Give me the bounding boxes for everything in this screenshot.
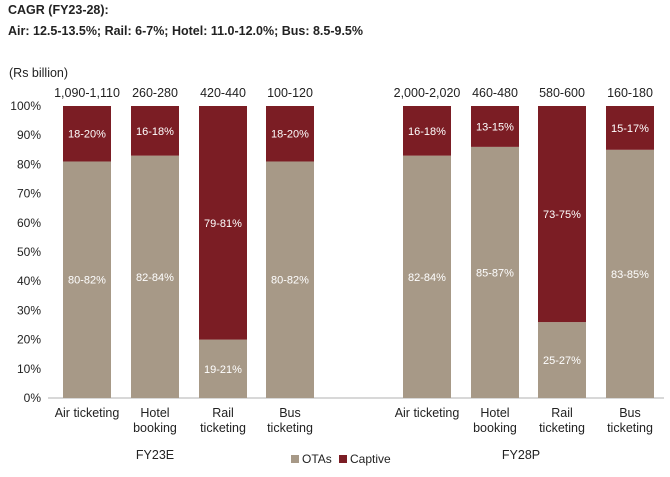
bar-segment-otas [63, 161, 111, 398]
x-category-label: Rail [212, 406, 234, 420]
y-tick-label: 70% [17, 187, 41, 201]
legend-otas-label: OTAs [302, 452, 332, 466]
bar-segment-otas [403, 155, 451, 398]
bar-segment-otas [538, 322, 586, 398]
captive-share-label: 18-20% [68, 129, 106, 141]
x-category-label: Rail [551, 406, 573, 420]
y-tick-label: 50% [17, 245, 41, 259]
x-category-label: Hotel [480, 406, 509, 420]
x-category-label: ticketing [607, 421, 653, 435]
y-tick-label: 80% [17, 157, 41, 171]
x-category-label: booking [473, 421, 517, 435]
group-label: FY28P [502, 448, 540, 462]
y-tick-label: 10% [17, 362, 41, 376]
bar-segment-captive [471, 106, 519, 147]
legend-captive-swatch [339, 455, 347, 463]
otas-share-label: 25-27% [543, 355, 581, 367]
otas-share-label: 80-82% [271, 275, 309, 287]
y-tick-label: 100% [10, 99, 41, 113]
y-tick-label: 90% [17, 128, 41, 142]
otas-share-label: 85-87% [476, 267, 514, 279]
y-tick-label: 60% [17, 216, 41, 230]
bar-total-label: 420-440 [200, 86, 246, 100]
otas-share-label: 83-85% [611, 269, 649, 281]
bar-segment-captive [63, 106, 111, 162]
otas-share-label: 80-82% [68, 275, 106, 287]
x-category-label: Bus [279, 406, 301, 420]
captive-share-label: 73-75% [543, 209, 581, 221]
bar-total-label: 460-480 [472, 86, 518, 100]
x-category-label: Hotel [140, 406, 169, 420]
bar-segment-captive [403, 106, 451, 156]
otas-share-label: 82-84% [408, 272, 446, 284]
group-label: FY23E [136, 448, 174, 462]
legend-otas-swatch [291, 455, 299, 463]
captive-share-label: 16-18% [408, 126, 446, 138]
x-category-label: Air ticketing [395, 406, 460, 420]
chart-subtitle: Air: 12.5-13.5%; Rail: 6-7%; Hotel: 11.0… [8, 24, 363, 38]
bar-segment-captive [266, 106, 314, 162]
bar-total-label: 260-280 [132, 86, 178, 100]
bar-total-label: 1,090-1,110 [54, 86, 120, 100]
bar-segment-otas [199, 339, 247, 398]
x-category-label: ticketing [267, 421, 313, 435]
legend-captive-label: Captive [350, 452, 391, 466]
otas-share-label: 19-21% [204, 364, 242, 376]
unit-label: (Rs billion) [9, 66, 69, 80]
y-tick-label: 30% [17, 303, 41, 317]
x-category-label: Bus [619, 406, 641, 420]
bar-segment-captive [606, 106, 654, 150]
captive-share-label: 79-81% [204, 218, 242, 230]
captive-share-label: 15-17% [611, 123, 649, 135]
bar-total-label: 100-120 [267, 86, 313, 100]
bar-segment-otas [131, 155, 179, 398]
bar-segment-captive [131, 106, 179, 156]
captive-share-label: 13-15% [476, 121, 514, 133]
x-category-label: ticketing [200, 421, 246, 435]
captive-share-label: 16-18% [136, 126, 174, 138]
bar-total-label: 160-180 [607, 86, 653, 100]
bar-total-label: 580-600 [539, 86, 585, 100]
y-tick-label: 20% [17, 333, 41, 347]
bar-segment-captive [199, 106, 247, 340]
captive-share-label: 18-20% [271, 129, 309, 141]
x-category-label: Air ticketing [55, 406, 120, 420]
bar-segment-otas [606, 149, 654, 398]
bar-total-label: 2,000-2,020 [394, 86, 461, 100]
y-tick-label: 40% [17, 274, 41, 288]
chart-title: CAGR (FY23-28): [8, 3, 109, 17]
otas-share-label: 82-84% [136, 272, 174, 284]
bar-segment-otas [266, 161, 314, 398]
bar-segment-otas [471, 146, 519, 398]
x-category-label: booking [133, 421, 177, 435]
y-tick-label: 0% [24, 391, 42, 405]
bar-segment-captive [538, 106, 586, 323]
x-category-label: ticketing [539, 421, 585, 435]
